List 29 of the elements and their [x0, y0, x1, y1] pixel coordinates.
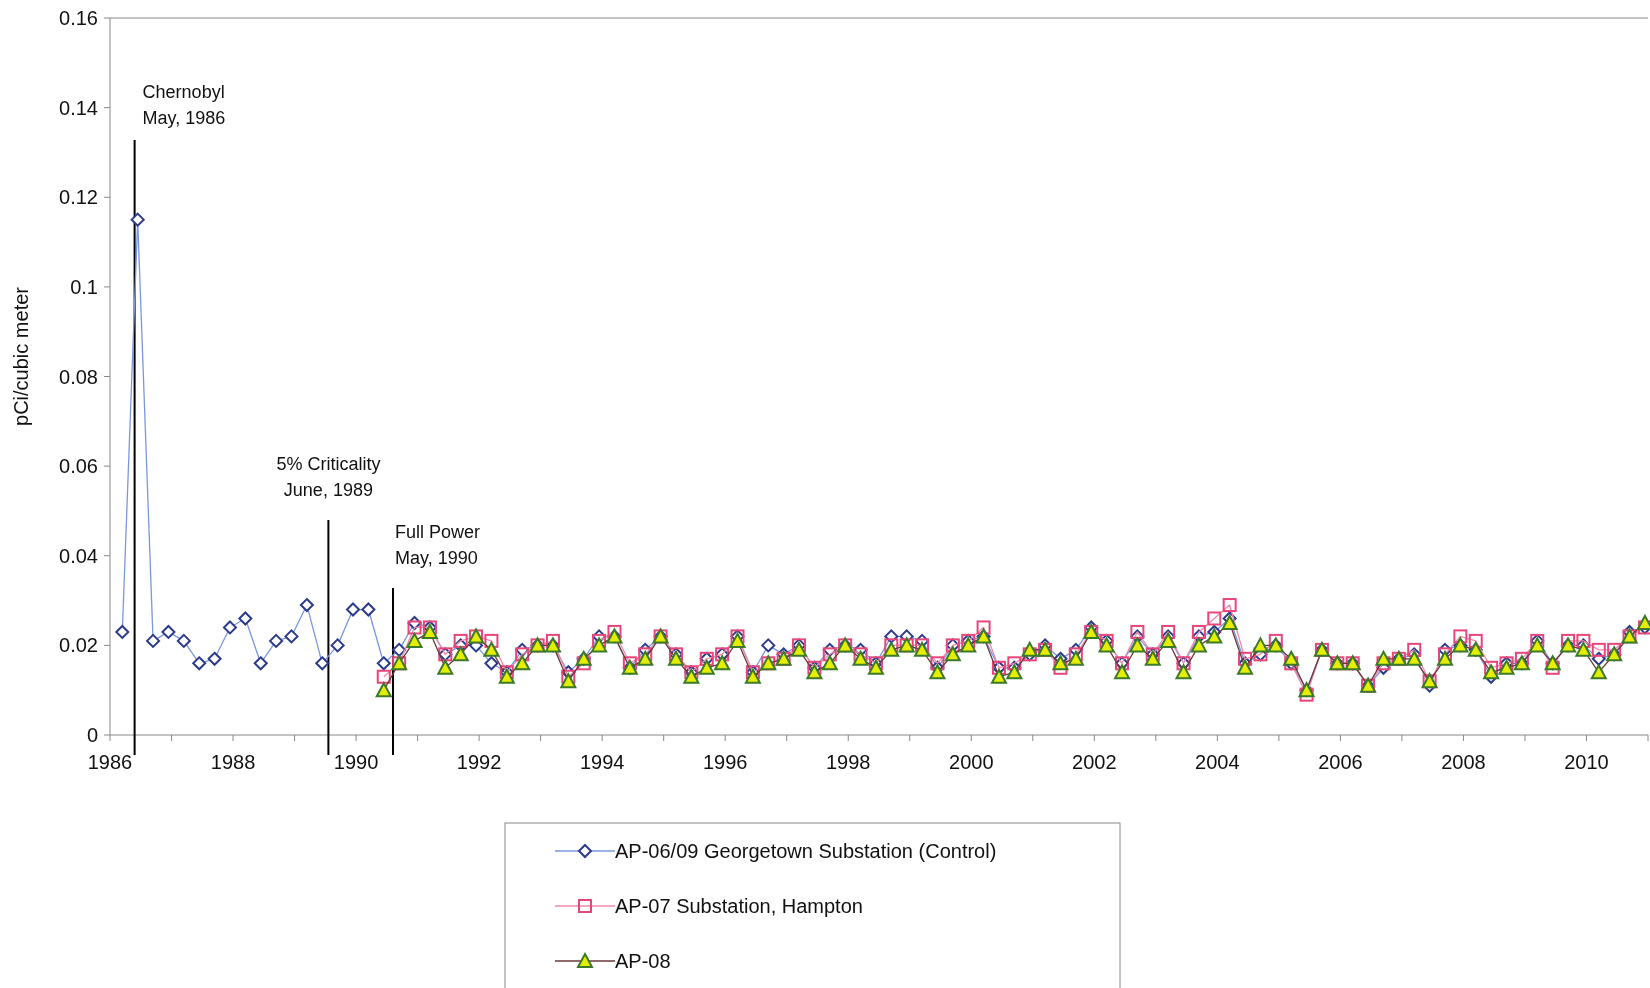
x-tick-label: 1998 — [825, 751, 871, 773]
ref-line-label: 5% Criticality June, 1989 — [276, 454, 381, 500]
x-tick-label: 1986 — [87, 751, 133, 773]
y-tick-label: 0.1 — [70, 275, 98, 298]
ref-line-label: Full Power May, 1990 — [394, 522, 481, 568]
x-tick-label: 2008 — [1441, 751, 1486, 773]
x-tick-label: 2000 — [949, 751, 994, 773]
y-tick-label: 0.02 — [59, 634, 98, 657]
y-tick-label: 0.04 — [59, 544, 98, 567]
y-tick-label: 0 — [86, 724, 98, 746]
legend-label: AP-08 — [615, 950, 671, 972]
x-tick-label: 2002 — [1072, 751, 1117, 773]
x-tick-label: 2010 — [1564, 751, 1609, 773]
y-tick-label: 0.06 — [59, 455, 98, 478]
y-tick-label: 0.12 — [59, 186, 98, 209]
x-tick-label: 1988 — [210, 751, 256, 773]
y-axis-title: pCi/cubic meter — [10, 286, 32, 426]
y-tick-label: 0.14 — [59, 96, 98, 119]
ref-line-label: Chernobyl May, 1986 — [142, 82, 226, 128]
y-tick-label: 0.08 — [59, 365, 98, 388]
legend-label: AP-07 Substation, Hampton — [615, 895, 863, 917]
x-tick-label: 1996 — [702, 751, 748, 773]
x-tick-label: 2004 — [1195, 751, 1240, 773]
x-tick-label: 1994 — [579, 751, 625, 773]
x-tick-label: 2006 — [1318, 751, 1363, 773]
y-tick-label: 0.16 — [59, 7, 98, 29]
x-tick-label: 1990 — [333, 751, 379, 773]
x-tick-label: 1992 — [456, 751, 502, 773]
legend-label: AP-06/09 Georgetown Substation (Control) — [615, 840, 997, 862]
